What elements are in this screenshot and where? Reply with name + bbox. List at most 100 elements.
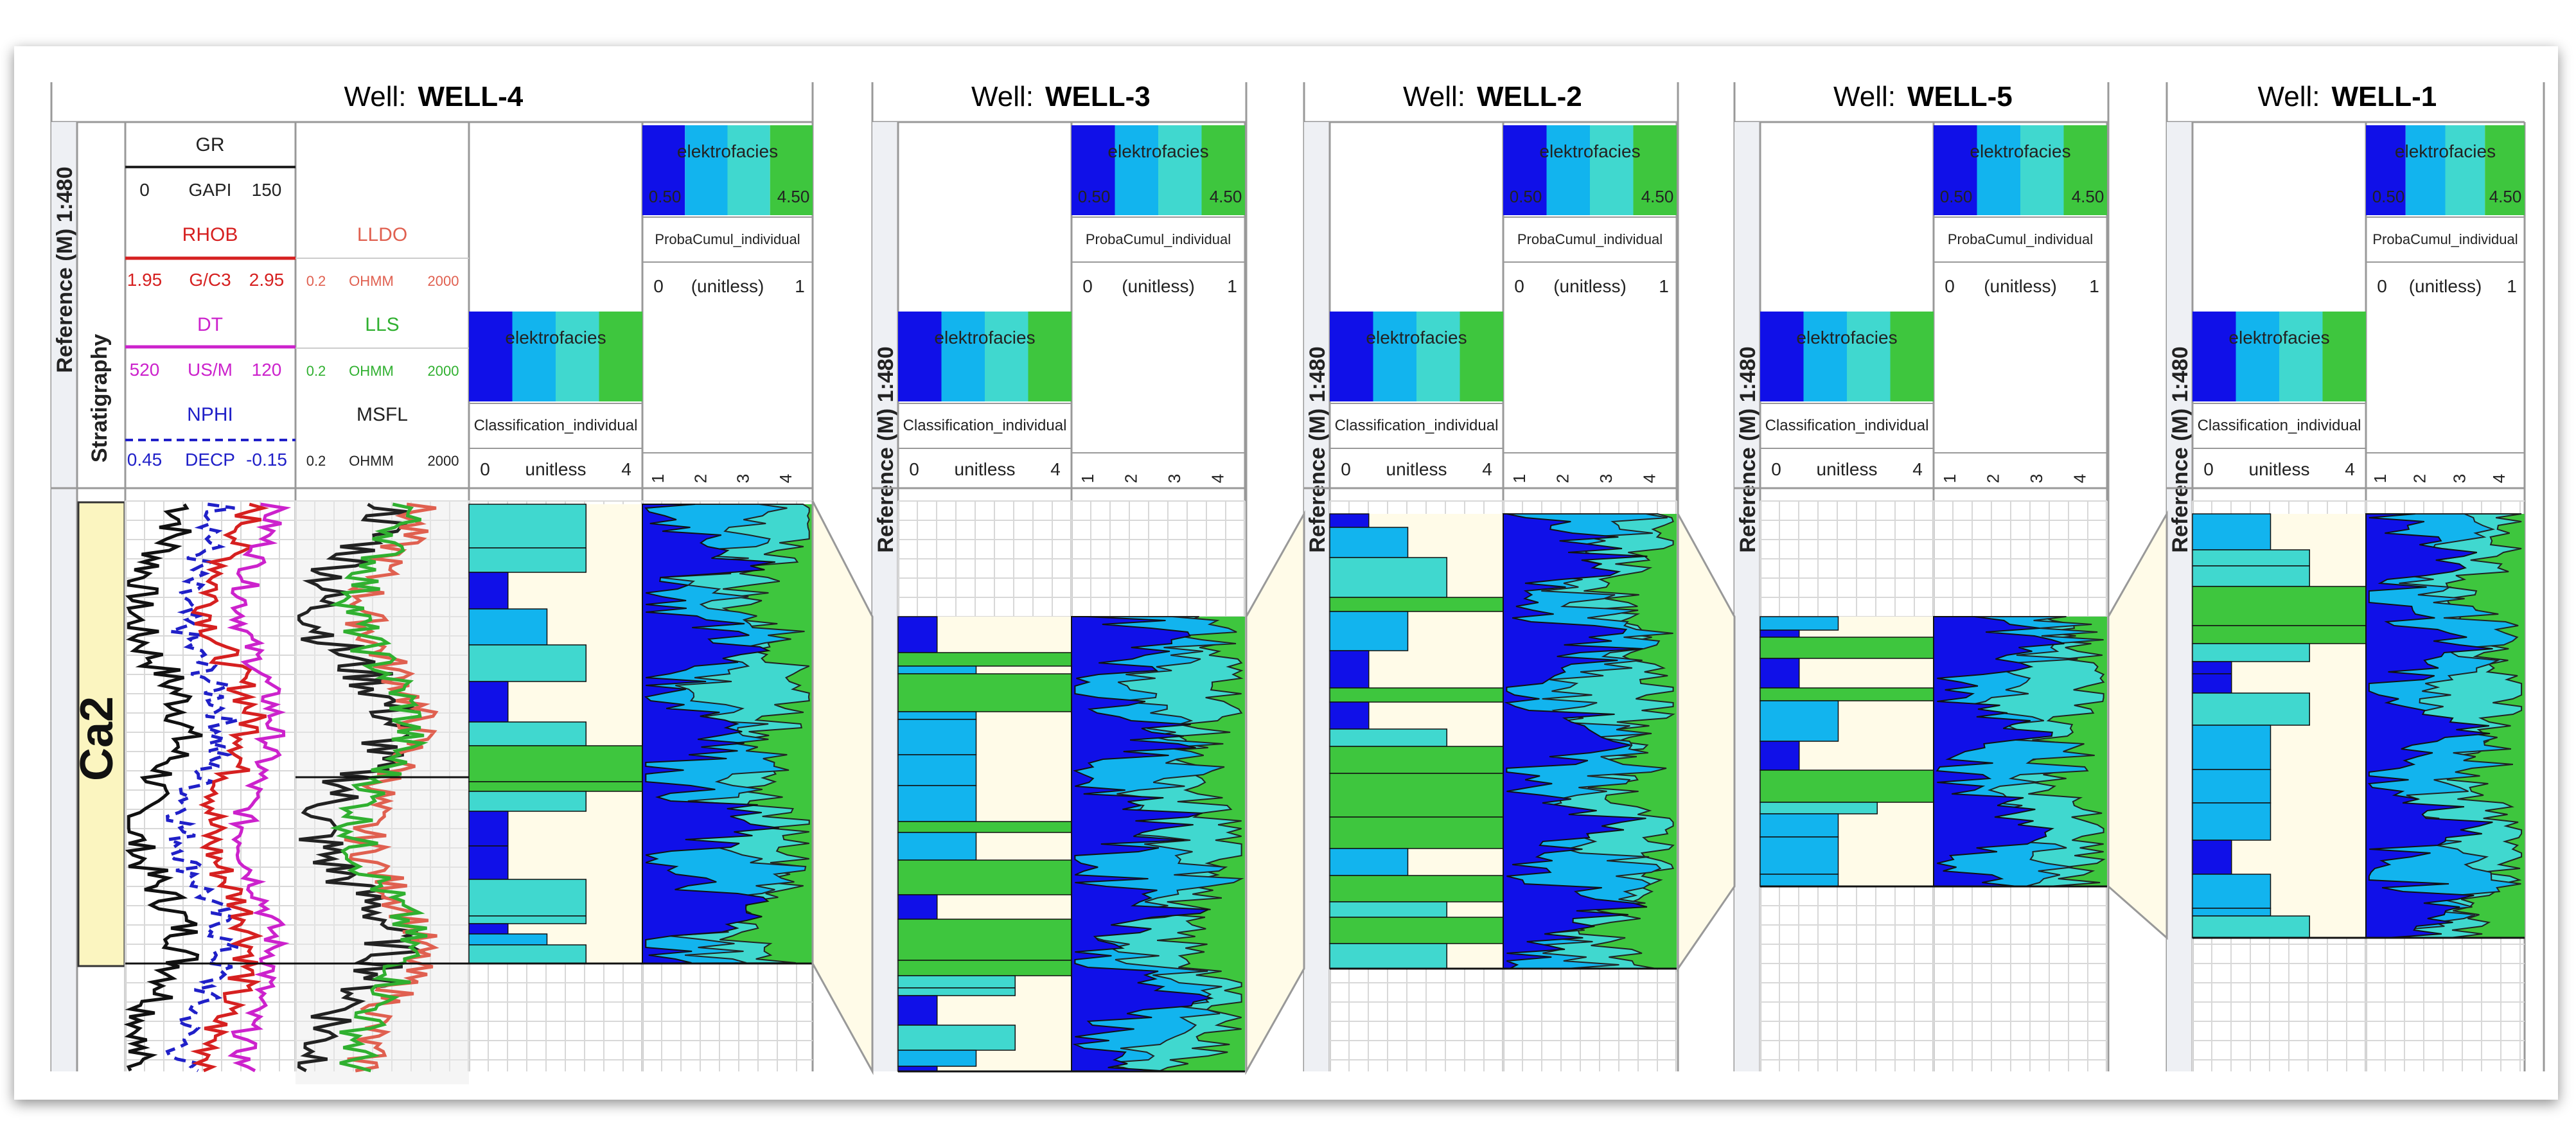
facies-title: elektrofacies (1539, 141, 1640, 161)
zone-correlation-link[interactable] (1677, 513, 1736, 972)
scale-min: 0 (1514, 276, 1524, 296)
scale-max: 4.50 (1210, 187, 1242, 206)
axis-tick: 3 (734, 474, 753, 483)
track-name: ProbaCumul_individual (1948, 231, 2093, 247)
scale-max: -0.15 (246, 450, 287, 470)
zone-ca2[interactable] (77, 501, 126, 967)
classification-track[interactable] (897, 616, 1072, 1072)
scale-unit: OHMM (349, 453, 394, 469)
axis-tick: 4 (776, 474, 795, 483)
reference-track (1734, 122, 1760, 1071)
scale-max: 4 (621, 459, 631, 479)
scale-min: 0.50 (2372, 187, 2405, 206)
scale-unit: (unitless) (691, 276, 764, 296)
facies-probability-track[interactable] (1071, 616, 1245, 1072)
track-name: Classification_individual (903, 417, 1067, 434)
msfl-curve[interactable] (297, 502, 427, 1073)
well-name[interactable]: WELL-1 (2332, 81, 2437, 112)
axis-tick: 4 (1639, 474, 1659, 483)
classification-header (1760, 312, 1934, 449)
scale-unit: unitless (1817, 459, 1878, 479)
scale-max: 120 (252, 360, 282, 380)
facies-title: elektrofacies (934, 328, 1035, 348)
scale-max: 4.50 (777, 187, 810, 206)
log-name: MSFL (357, 404, 408, 425)
classification-track[interactable] (468, 504, 643, 964)
scale-max: 2000 (428, 453, 459, 469)
nphi-curve[interactable] (165, 502, 239, 1073)
scale-max: 4.50 (1641, 187, 1674, 206)
scale-unit: (unitless) (1122, 276, 1195, 296)
reference-track (1304, 122, 1330, 1071)
scale-unit: (unitless) (1984, 276, 2057, 296)
facies-probability-track[interactable] (1933, 616, 2107, 887)
gr-curve[interactable] (123, 503, 203, 1072)
axis-tick: 1 (1078, 474, 1097, 483)
classification-header (898, 312, 1072, 449)
well-name[interactable]: WELL-5 (1907, 81, 2013, 112)
log-name: LLS (365, 314, 399, 335)
reference-label: Reference (M) 1:480 (53, 166, 77, 373)
scale-unit: GAPI (189, 180, 232, 200)
well-title: Well: WELL-1 (2167, 81, 2525, 123)
reference-label: Reference (M) 1:480 (2168, 346, 2192, 552)
reference-track (51, 122, 77, 1071)
axis-tick: 2 (1983, 474, 2002, 483)
probability-header (1934, 125, 2107, 453)
scale-min: 0.2 (306, 363, 326, 379)
scale-min: 0 (1945, 276, 1955, 296)
stratigraphy-label: Stratigraphy (87, 334, 112, 462)
scale-max: 4 (2345, 459, 2355, 479)
scale-max: 1 (1659, 276, 1669, 296)
lldo-curve[interactable] (344, 502, 439, 1073)
axis-tick: 2 (2410, 474, 2430, 483)
axis-tick: 2 (691, 474, 710, 483)
zone-correlation-link[interactable] (1245, 510, 1305, 1075)
scale-min: 0.2 (306, 453, 326, 469)
scale-min: 0.50 (1078, 187, 1111, 206)
classification-track[interactable] (1760, 616, 1934, 887)
classification-header (469, 312, 642, 449)
scale-min: 0 (1341, 459, 1351, 479)
axis-tick: 3 (1165, 474, 1184, 483)
scale-min: 0 (139, 180, 150, 200)
classification-track[interactable] (2192, 513, 2367, 938)
zone-correlation-link[interactable] (2107, 510, 2168, 940)
well-label: Well: (2258, 81, 2320, 112)
facies-probability-track[interactable] (1503, 513, 1677, 969)
scale-max: 1 (1227, 276, 1237, 296)
zone-correlation-link[interactable] (811, 500, 874, 1075)
rhob-curve[interactable] (190, 502, 270, 1073)
scale-max: 1 (795, 276, 805, 296)
reference-track (2167, 122, 2192, 1071)
well-name[interactable]: WELL-3 (1045, 81, 1151, 112)
scale-unit: unitless (2249, 459, 2310, 479)
facies-probability-track[interactable] (642, 504, 813, 965)
facies-probability-track[interactable] (2365, 513, 2525, 938)
scale-unit: unitless (955, 459, 1016, 479)
lls-curve[interactable] (329, 502, 428, 1073)
axis-tick: 2 (1553, 474, 1572, 483)
probability-header (1072, 125, 1245, 453)
probability-header (1503, 125, 1677, 453)
axis-tick: 2 (1121, 474, 1140, 483)
axis-tick: 3 (2449, 474, 2469, 483)
dt-curve[interactable] (227, 502, 292, 1073)
well-name[interactable]: WELL-2 (1477, 81, 1582, 112)
classification-track[interactable] (1329, 513, 1504, 969)
scale-min: 0 (1771, 459, 1781, 479)
scale-max: 4.50 (2489, 187, 2522, 206)
facies-title: elektrofacies (1107, 141, 1208, 161)
axis-tick: 4 (2070, 474, 2089, 483)
reference-track (872, 122, 898, 1071)
log-name: DT (197, 314, 223, 335)
log-name: RHOB (182, 224, 238, 245)
scale-min: 0.50 (649, 187, 682, 206)
scale-min: 0 (2377, 276, 2387, 296)
axis-tick: 1 (2370, 474, 2390, 483)
well-name[interactable]: WELL-4 (418, 81, 524, 112)
scale-min: 0.50 (1510, 187, 1542, 206)
scale-max: 2.95 (249, 270, 285, 290)
axis-tick: 4 (2489, 474, 2509, 483)
